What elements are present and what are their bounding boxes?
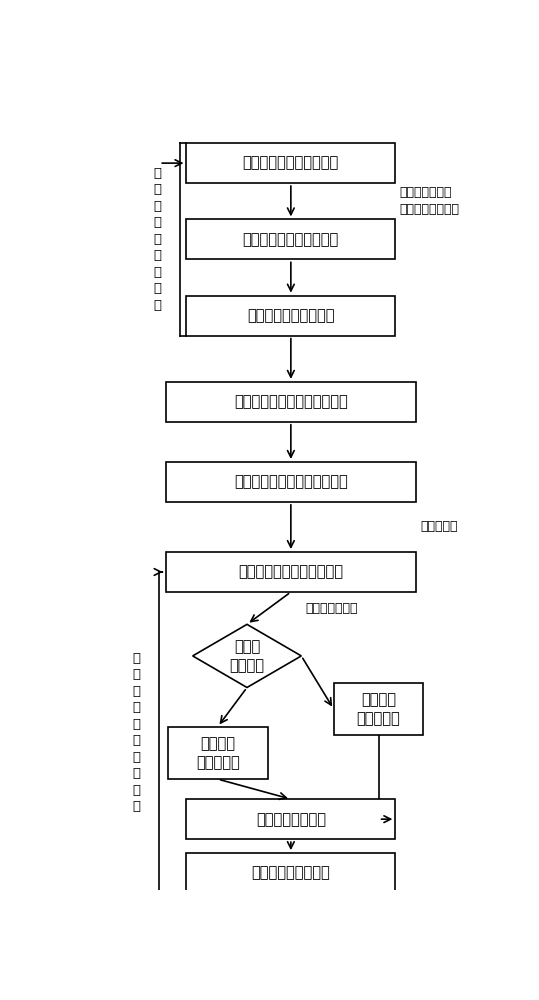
Text: 自适应多尺度形态学去噪: 自适应多尺度形态学去噪	[243, 232, 339, 247]
FancyBboxPatch shape	[186, 799, 395, 839]
Text: 一维极板的纽扣电极数据: 一维极板的纽扣电极数据	[243, 156, 339, 171]
FancyBboxPatch shape	[186, 296, 395, 336]
Text: 孔洞边缘
检测与拟合: 孔洞边缘 检测与拟合	[196, 736, 240, 770]
Text: 层理、泥质等基质剔除: 层理、泥质等基质剔除	[247, 308, 335, 323]
FancyBboxPatch shape	[165, 552, 416, 592]
FancyBboxPatch shape	[165, 382, 416, 422]
Text: 奇异谱分析插值填充空白条带: 奇异谱分析插值填充空白条带	[234, 394, 348, 409]
FancyBboxPatch shape	[168, 727, 268, 779]
Text: 移
动
至
下
一
个
图
像
窗
口: 移 动 至 下 一 个 图 像 窗 口	[132, 652, 140, 813]
Text: 像素点
阈值判断: 像素点 阈值判断	[230, 639, 265, 673]
FancyBboxPatch shape	[186, 853, 395, 893]
Text: 缝洞参数定量计算: 缝洞参数定量计算	[256, 812, 326, 827]
Text: 计算路径开图像: 计算路径开图像	[306, 602, 358, 615]
Polygon shape	[193, 624, 301, 687]
Text: 移
动
处
理
各
极
板
曲
线: 移 动 处 理 各 极 板 曲 线	[153, 167, 161, 312]
Text: 电成像测井数据预处理及成图: 电成像测井数据预处理及成图	[234, 474, 348, 489]
FancyBboxPatch shape	[334, 683, 424, 735]
Text: 寻找局部极值，
确定结构元素尺寸: 寻找局部极值， 确定结构元素尺寸	[399, 186, 459, 216]
FancyBboxPatch shape	[165, 462, 416, 502]
FancyBboxPatch shape	[186, 143, 395, 183]
Text: 路径形态学缝洞识别与提取: 路径形态学缝洞识别与提取	[238, 564, 343, 579]
Text: 裂缝边缘
检测与拟合: 裂缝边缘 检测与拟合	[357, 692, 400, 726]
Text: 构建缝洞孔隙结构谱: 构建缝洞孔隙结构谱	[252, 866, 330, 881]
FancyBboxPatch shape	[186, 219, 395, 259]
Text: 图像二值化: 图像二值化	[420, 520, 458, 533]
